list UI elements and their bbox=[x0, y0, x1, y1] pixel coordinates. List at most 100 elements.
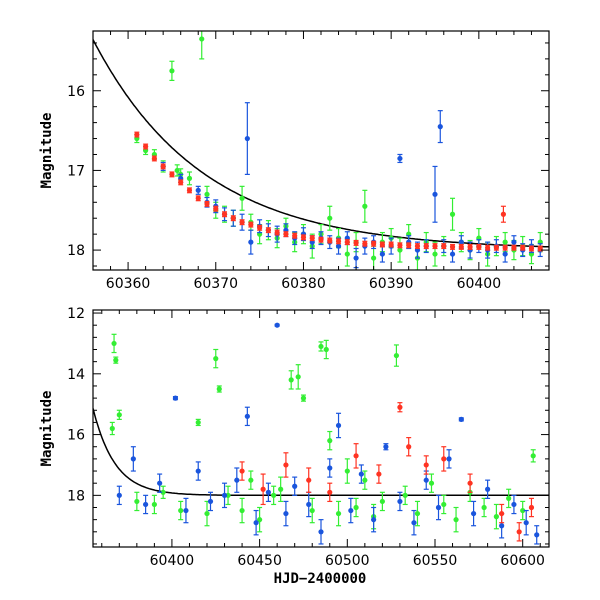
x-tick-label: 60500 bbox=[325, 553, 370, 569]
data-point-green bbox=[257, 517, 263, 523]
data-point-green bbox=[520, 507, 526, 514]
data-point-blue bbox=[244, 135, 250, 142]
data-point-red bbox=[376, 471, 382, 477]
y-tick-label: 14 bbox=[67, 367, 85, 383]
data-point-red bbox=[221, 211, 228, 217]
y-tick-label: 12 bbox=[67, 306, 85, 322]
data-point-green bbox=[327, 215, 333, 221]
data-point-green bbox=[362, 203, 368, 209]
data-point-red bbox=[257, 225, 263, 231]
x-tick-label: 60400 bbox=[457, 276, 502, 292]
data-point-blue bbox=[172, 395, 179, 401]
data-point-red bbox=[327, 489, 333, 495]
data-point-red bbox=[441, 456, 447, 462]
data-point-red bbox=[528, 245, 535, 252]
y-tick-label: 16 bbox=[67, 84, 85, 100]
data-point-red bbox=[458, 244, 464, 250]
y-axis-label: Magnitude bbox=[39, 113, 55, 189]
model-curve bbox=[93, 408, 549, 497]
data-point-red bbox=[151, 155, 157, 162]
data-point-blue bbox=[523, 520, 529, 526]
data-point-green bbox=[213, 356, 219, 362]
x-tick-label: 60380 bbox=[281, 276, 326, 292]
data-point-red bbox=[344, 239, 350, 245]
data-point-blue bbox=[446, 456, 452, 462]
data-point-blue bbox=[195, 468, 201, 474]
data-point-green bbox=[506, 495, 512, 501]
data-point-green bbox=[344, 251, 350, 257]
data-point-blue bbox=[511, 239, 517, 245]
data-point-green bbox=[195, 419, 201, 426]
data-point-blue bbox=[221, 492, 228, 498]
data-point-red bbox=[441, 243, 447, 249]
data-point-red bbox=[397, 242, 403, 248]
data-point-blue bbox=[458, 239, 464, 245]
data-point-blue bbox=[432, 191, 438, 197]
data-point-red bbox=[195, 195, 201, 201]
data-point-green bbox=[178, 507, 184, 514]
series-green bbox=[109, 333, 536, 533]
data-point-red bbox=[169, 171, 175, 177]
data-point-green bbox=[323, 346, 329, 353]
data-point-red bbox=[230, 215, 236, 221]
data-point-red bbox=[406, 242, 412, 248]
y-tick-label: 18 bbox=[67, 243, 85, 259]
data-point-green bbox=[481, 504, 487, 511]
data-point-green bbox=[379, 498, 385, 505]
data-point-green bbox=[239, 507, 245, 514]
y-tick-label: 18 bbox=[67, 488, 85, 504]
data-point-blue bbox=[353, 255, 359, 261]
x-axis-label: HJD−2400000 bbox=[274, 571, 367, 587]
data-point-red bbox=[353, 453, 359, 459]
plot-area bbox=[93, 322, 549, 545]
data-point-red bbox=[213, 206, 219, 212]
data-point-green bbox=[169, 68, 175, 74]
data-point-blue bbox=[274, 322, 280, 328]
data-point-red bbox=[306, 477, 312, 483]
data-point-blue bbox=[195, 187, 201, 193]
data-point-green bbox=[428, 480, 435, 486]
data-point-red bbox=[143, 143, 149, 150]
data-point-red bbox=[499, 510, 505, 517]
data-point-blue bbox=[318, 529, 324, 535]
data-point-blue bbox=[485, 486, 491, 492]
data-point-green bbox=[113, 357, 119, 363]
data-point-green bbox=[335, 510, 342, 517]
data-point-red bbox=[449, 244, 456, 250]
data-point-green bbox=[151, 501, 157, 508]
data-point-red bbox=[520, 245, 526, 251]
data-point-green bbox=[397, 247, 403, 253]
data-point-blue bbox=[306, 501, 312, 508]
data-point-red bbox=[432, 243, 438, 249]
x-tick-label: 60390 bbox=[369, 276, 414, 292]
data-point-green bbox=[300, 395, 307, 401]
data-point-blue bbox=[265, 489, 271, 495]
data-point-red bbox=[516, 529, 522, 535]
data-point-red bbox=[500, 211, 506, 217]
data-point-green bbox=[327, 438, 333, 444]
data-point-red bbox=[388, 241, 394, 248]
series-blue bbox=[160, 102, 543, 269]
x-tick-label: 60450 bbox=[237, 553, 282, 569]
data-point-green bbox=[453, 517, 459, 523]
data-point-red bbox=[204, 201, 210, 207]
data-point-blue bbox=[143, 501, 149, 508]
data-point-green bbox=[204, 191, 210, 197]
data-point-green bbox=[309, 507, 315, 514]
series-green bbox=[134, 31, 543, 270]
data-point-red bbox=[379, 241, 385, 248]
data-point-blue bbox=[283, 510, 289, 517]
data-point-blue bbox=[502, 251, 508, 257]
data-point-blue bbox=[327, 465, 333, 471]
data-point-red bbox=[327, 237, 333, 244]
data-point-blue bbox=[234, 477, 240, 483]
data-point-blue bbox=[423, 477, 429, 483]
data-point-red bbox=[318, 237, 324, 243]
data-point-blue bbox=[130, 456, 136, 462]
data-point-red bbox=[423, 243, 429, 249]
data-point-green bbox=[295, 374, 301, 380]
data-point-blue bbox=[411, 520, 417, 526]
data-point-red bbox=[134, 131, 140, 138]
data-point-red bbox=[406, 444, 412, 450]
